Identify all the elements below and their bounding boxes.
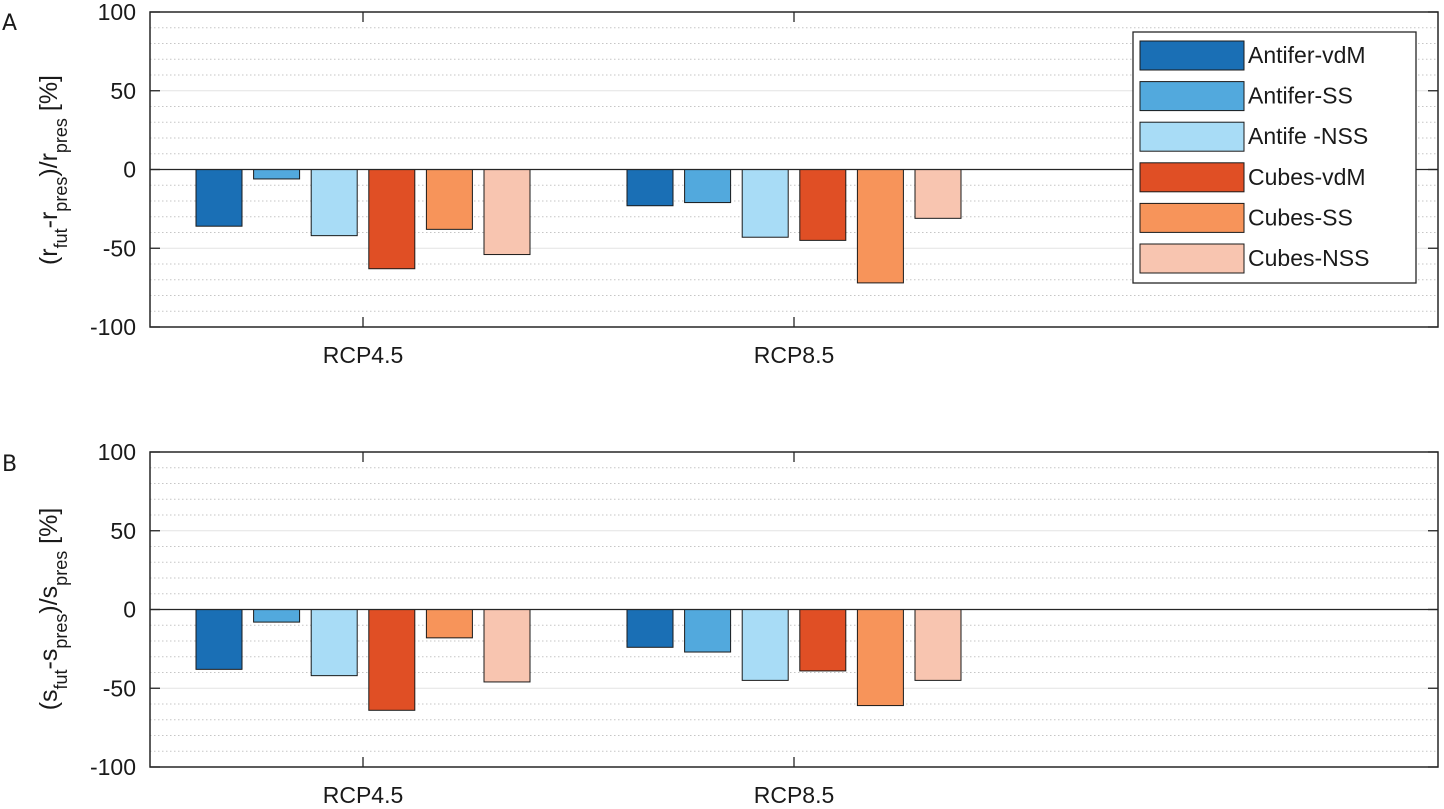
- y-tick-label: 50: [110, 78, 136, 104]
- bar-rcp45-cubes-vdm: [368, 169, 416, 270]
- bar-rcp45-cubes-ss: [425, 169, 473, 230]
- x-tick-labels: RCP4.5 RCP8.5: [323, 782, 835, 808]
- bars: [195, 609, 962, 711]
- legend-swatch: [1139, 40, 1245, 71]
- legend: Antifer-vdM Antifer-SS Antife -NSS Cubes-vd…: [1132, 31, 1417, 284]
- bar-rcp85-cubes-vdm: [799, 169, 847, 241]
- bar-rcp45-antife-nss: [310, 609, 358, 677]
- y-tick-labels: 100 50 0 -50 -100: [90, 439, 136, 780]
- y-tick-label: 100: [98, 439, 136, 465]
- bar-rcp45-antife-nss: [310, 169, 358, 237]
- x-tick-label: RCP4.5: [323, 782, 404, 808]
- bar-rcp85-antifer-vdm: [626, 609, 674, 648]
- legend-label: Antifer-vdM: [1248, 42, 1366, 68]
- bar-rcp45-antifer-ss: [253, 609, 301, 623]
- legend-swatch: [1139, 162, 1245, 193]
- y-axis-label: (sfut-spres)/spres [%]: [35, 508, 71, 711]
- bar-rcp45-antifer-vdm: [195, 609, 243, 670]
- bar-rcp45-antifer-ss: [253, 169, 301, 180]
- y-tick-label: -50: [103, 675, 136, 701]
- y-axis-label: (rfut-rpres)/rpres [%]: [35, 75, 71, 265]
- legend-label: Antife -NSS: [1248, 123, 1368, 149]
- bar-rcp85-cubes-nss: [914, 169, 962, 219]
- bar-rcp85-antife-nss: [741, 609, 789, 681]
- legend-label: Cubes-NSS: [1248, 245, 1369, 271]
- axes-frame: [149, 451, 1439, 768]
- x-tick-label: RCP8.5: [754, 342, 835, 368]
- x-tick-labels: RCP4.5 RCP8.5: [323, 342, 835, 368]
- panel-letter: A: [2, 11, 17, 36]
- bar-rcp85-cubes-ss: [856, 609, 904, 707]
- panel-letter: B: [2, 452, 17, 477]
- legend-box: [1132, 31, 1417, 284]
- bar-rcp45-cubes-ss: [425, 609, 473, 639]
- legend-swatch: [1139, 243, 1245, 274]
- y-tick-label: 50: [110, 518, 136, 544]
- panel-a: A 100 50 0 -50 -100 RCP4.5 RCP8.5 (rfut-rpres…: [2, 0, 1439, 368]
- bar-rcp45-cubes-vdm: [368, 609, 416, 711]
- y-tick-labels: 100 50 0 -50 -100: [90, 0, 136, 340]
- legend-label: Cubes-SS: [1248, 204, 1353, 230]
- bar-rcp45-cubes-nss: [483, 169, 531, 256]
- y-tick-label: -50: [103, 235, 136, 261]
- legend-swatch: [1139, 81, 1245, 112]
- x-tick-label: RCP8.5: [754, 782, 835, 808]
- y-tick-label: 0: [123, 157, 136, 183]
- x-tick-label: RCP4.5: [323, 342, 404, 368]
- bar-rcp85-cubes-vdm: [799, 609, 847, 672]
- legend-label: Cubes-vdM: [1248, 164, 1366, 190]
- panel-b: B 100 50 0 -50 -100 RCP4.5 RCP8.5 (sfut-spres…: [2, 439, 1439, 808]
- bar-rcp45-cubes-nss: [483, 609, 531, 683]
- bar-rcp85-antifer-ss: [684, 609, 732, 653]
- bar-rcp85-cubes-ss: [856, 169, 904, 284]
- y-tick-label: 100: [98, 0, 136, 25]
- bar-rcp85-antifer-vdm: [626, 169, 674, 207]
- y-tick-label: -100: [90, 314, 136, 340]
- bar-rcp45-antifer-vdm: [195, 169, 243, 227]
- bar-rcp85-antifer-ss: [684, 169, 732, 204]
- legend-swatch: [1139, 202, 1245, 233]
- y-tick-label: -100: [90, 754, 136, 780]
- y-tick-label: 0: [123, 597, 136, 623]
- bar-rcp85-antife-nss: [741, 169, 789, 238]
- bars: [195, 169, 962, 284]
- bar-rcp85-cubes-nss: [914, 609, 962, 681]
- legend-swatch: [1139, 121, 1245, 152]
- legend-label: Antifer-SS: [1248, 83, 1353, 109]
